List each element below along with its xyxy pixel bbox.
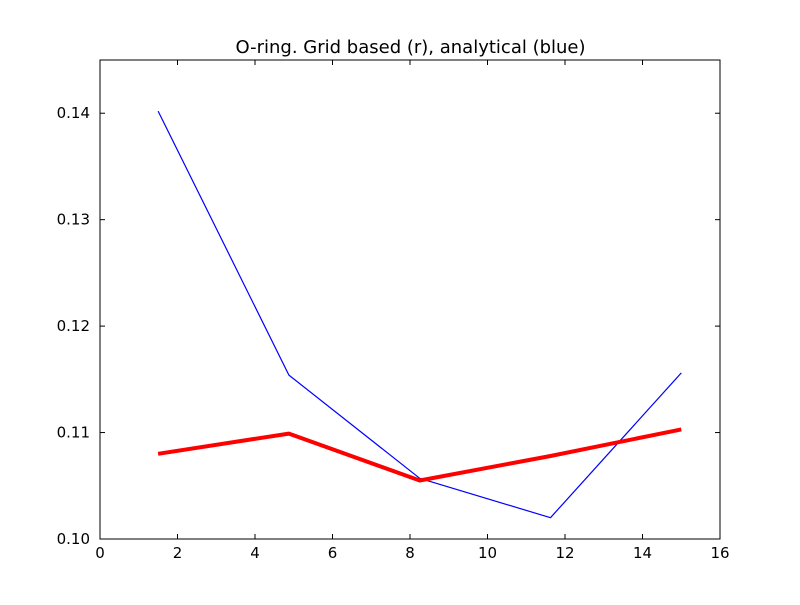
x-tick-label: 6 — [328, 544, 338, 562]
x-tick-label: 12 — [555, 544, 574, 562]
y-tick-label: 0.11 — [57, 424, 90, 442]
x-tick-label: 14 — [633, 544, 652, 562]
x-tick-label: 2 — [173, 544, 183, 562]
x-tick-label: 4 — [250, 544, 260, 562]
y-tick-label: 0.10 — [57, 530, 90, 548]
chart-title: O-ring. Grid based (r), analytical (blue… — [235, 37, 585, 58]
y-tick-label: 0.13 — [57, 211, 90, 229]
x-tick-label: 16 — [710, 544, 729, 562]
x-tick-label: 10 — [478, 544, 497, 562]
x-tick-label: 0 — [95, 544, 105, 562]
plot-area — [100, 60, 720, 539]
x-tick-label: 8 — [405, 544, 415, 562]
y-tick-label: 0.12 — [57, 317, 90, 335]
y-tick-label: 0.14 — [57, 104, 90, 122]
